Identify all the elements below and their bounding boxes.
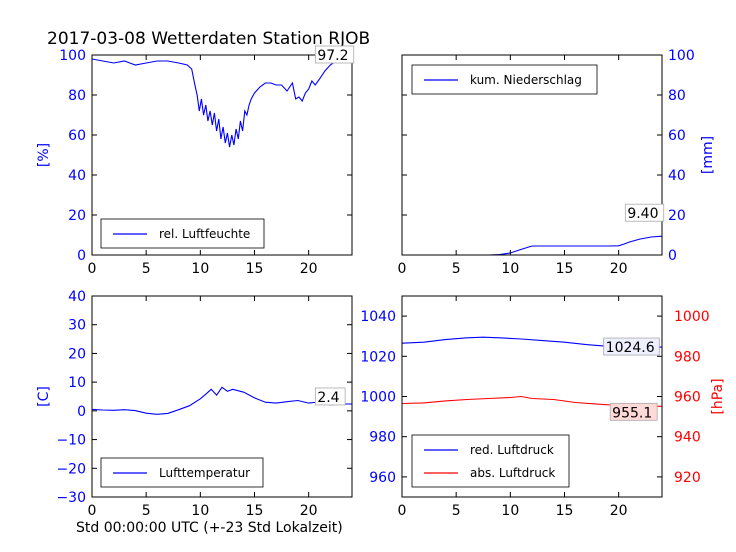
y-tick-label: 80 <box>668 88 686 104</box>
y-tick-label: 40 <box>68 168 86 184</box>
y-tick-label: 60 <box>668 128 686 144</box>
x-tick-label: 10 <box>501 261 519 277</box>
x-tick-label: 20 <box>300 261 318 277</box>
value-annotation-pressure-absolute: 955.1 <box>612 405 652 421</box>
panel-top-right: 0 5 10 15 20 0 20 40 60 80 100 [mm] 9.40 kum. Nieders… <box>398 48 716 277</box>
series-line-kum-niederschlag <box>402 235 662 255</box>
x-tick-label: 5 <box>142 503 151 519</box>
y-tick-label: 0 <box>668 248 677 264</box>
y-tick-label: 20 <box>68 346 86 362</box>
y-tick-label: 80 <box>68 88 86 104</box>
y-tick-label: −30 <box>56 490 86 506</box>
y-tick-label: 20 <box>668 208 686 224</box>
y-tick-label: 30 <box>68 318 86 334</box>
y2-tick-label: 1000 <box>674 309 710 325</box>
x-tick-label: 10 <box>191 503 209 519</box>
y2-axis-label: [hPa] <box>710 378 726 414</box>
y-tick-label: 100 <box>59 48 86 64</box>
y-tick-label: 10 <box>68 375 86 391</box>
x-tick-label: 15 <box>556 503 574 519</box>
value-annotation-pressure-reduced-box <box>603 337 660 356</box>
legend-label: Lufttemperatur <box>159 466 250 480</box>
y-tick-label: −20 <box>56 461 86 477</box>
y-tick-label: 60 <box>68 128 86 144</box>
y2-tick-label: 940 <box>674 430 701 446</box>
series-line-rel-luftfeuchte <box>92 58 352 148</box>
axes-frame <box>91 295 353 498</box>
y-tick-label: 0 <box>77 248 86 264</box>
x-tick-label: 20 <box>300 503 318 519</box>
x-tick-label: 20 <box>610 503 628 519</box>
y-tick-label: 40 <box>68 289 86 305</box>
x-tick-label: 20 <box>610 261 628 277</box>
y-tick-label: 0 <box>77 404 86 420</box>
legend-label: rel. Luftfeuchte <box>159 227 250 241</box>
y-axis-label: [mm] <box>700 136 716 174</box>
y-tick-label: 40 <box>668 168 686 184</box>
x-tick-label: 10 <box>501 503 519 519</box>
legend-label: abs. Luftdruck <box>470 466 555 480</box>
series-line-lufttemperatur <box>92 386 352 415</box>
figure-title: 2017-03-08 Wetterdaten Station RJOB <box>47 29 370 49</box>
x-tick-label: 15 <box>246 503 264 519</box>
value-annotation: 9.40 <box>627 206 658 222</box>
panel-bottom-left: 0 5 10 15 20 −30 −20 −10 0 10 20 30 40 [C] 2.4 Lufttemp… <box>36 289 353 519</box>
y-tick-label: 1000 <box>360 390 396 406</box>
figure-xlabel: Std 00:00:00 UTC (+-23 Std Lokalzeit) <box>76 520 343 536</box>
y-tick-label: 100 <box>668 48 695 64</box>
panel-top-left: 0 5 10 15 20 0 20 40 60 80 100 [%] 97.2 rel. Luftfeuc… <box>36 45 355 277</box>
legend-box <box>411 434 570 488</box>
y2-tick-label: 920 <box>674 470 701 486</box>
x-tick-label: 15 <box>246 261 264 277</box>
x-tick-label: 5 <box>452 503 461 519</box>
panel-bottom-right: 0 5 10 15 20 960 980 1000 1020 1040 920 940 960 980 10… <box>360 295 726 519</box>
value-annotation: 97.2 <box>317 48 348 64</box>
value-annotation-box <box>624 203 665 222</box>
x-tick-label: 5 <box>452 261 461 277</box>
y-axis-label: [%] <box>36 143 52 167</box>
y2-tick-label: 960 <box>674 390 701 406</box>
x-tick-label: 10 <box>191 261 209 277</box>
value-annotation-box <box>314 387 346 406</box>
y2-tick-label: 980 <box>674 349 701 365</box>
y-tick-label: 960 <box>369 470 396 486</box>
y-tick-label: 20 <box>68 208 86 224</box>
y-tick-label: −10 <box>56 433 86 449</box>
value-annotation-pressure-absolute-box <box>609 402 658 421</box>
x-tick-label: 0 <box>88 261 97 277</box>
axes-frame <box>401 54 663 256</box>
value-annotation-pressure-reduced: 1024.6 <box>606 340 655 356</box>
x-tick-label: 0 <box>398 261 407 277</box>
y-tick-label: 980 <box>369 430 396 446</box>
y-axis-label: [C] <box>36 386 52 407</box>
legend-label: red. Luftdruck <box>470 443 554 457</box>
x-tick-label: 0 <box>88 503 97 519</box>
axes-frame <box>91 54 353 256</box>
y-tick-label: 1020 <box>360 349 396 365</box>
x-tick-label: 0 <box>398 503 407 519</box>
value-annotation-box <box>314 45 355 64</box>
x-tick-label: 5 <box>142 261 151 277</box>
y-tick-label: 1040 <box>360 309 396 325</box>
value-annotation: 2.4 <box>317 390 339 406</box>
x-tick-label: 15 <box>556 261 574 277</box>
legend-label: kum. Niederschlag <box>470 73 582 87</box>
